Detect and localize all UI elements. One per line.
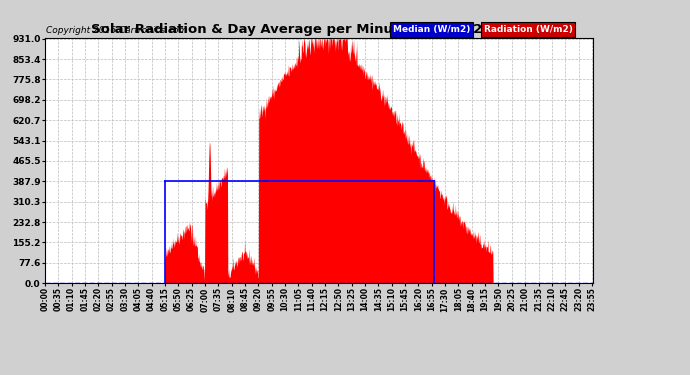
Text: Radiation (W/m2): Radiation (W/m2) bbox=[484, 25, 573, 34]
Text: Copyright 2016 Cartronics.com: Copyright 2016 Cartronics.com bbox=[46, 26, 188, 35]
Title: Solar Radiation & Day Average per Minute (Today) 20160526: Solar Radiation & Day Average per Minute… bbox=[91, 23, 547, 36]
Text: Median (W/m2): Median (W/m2) bbox=[393, 25, 471, 34]
